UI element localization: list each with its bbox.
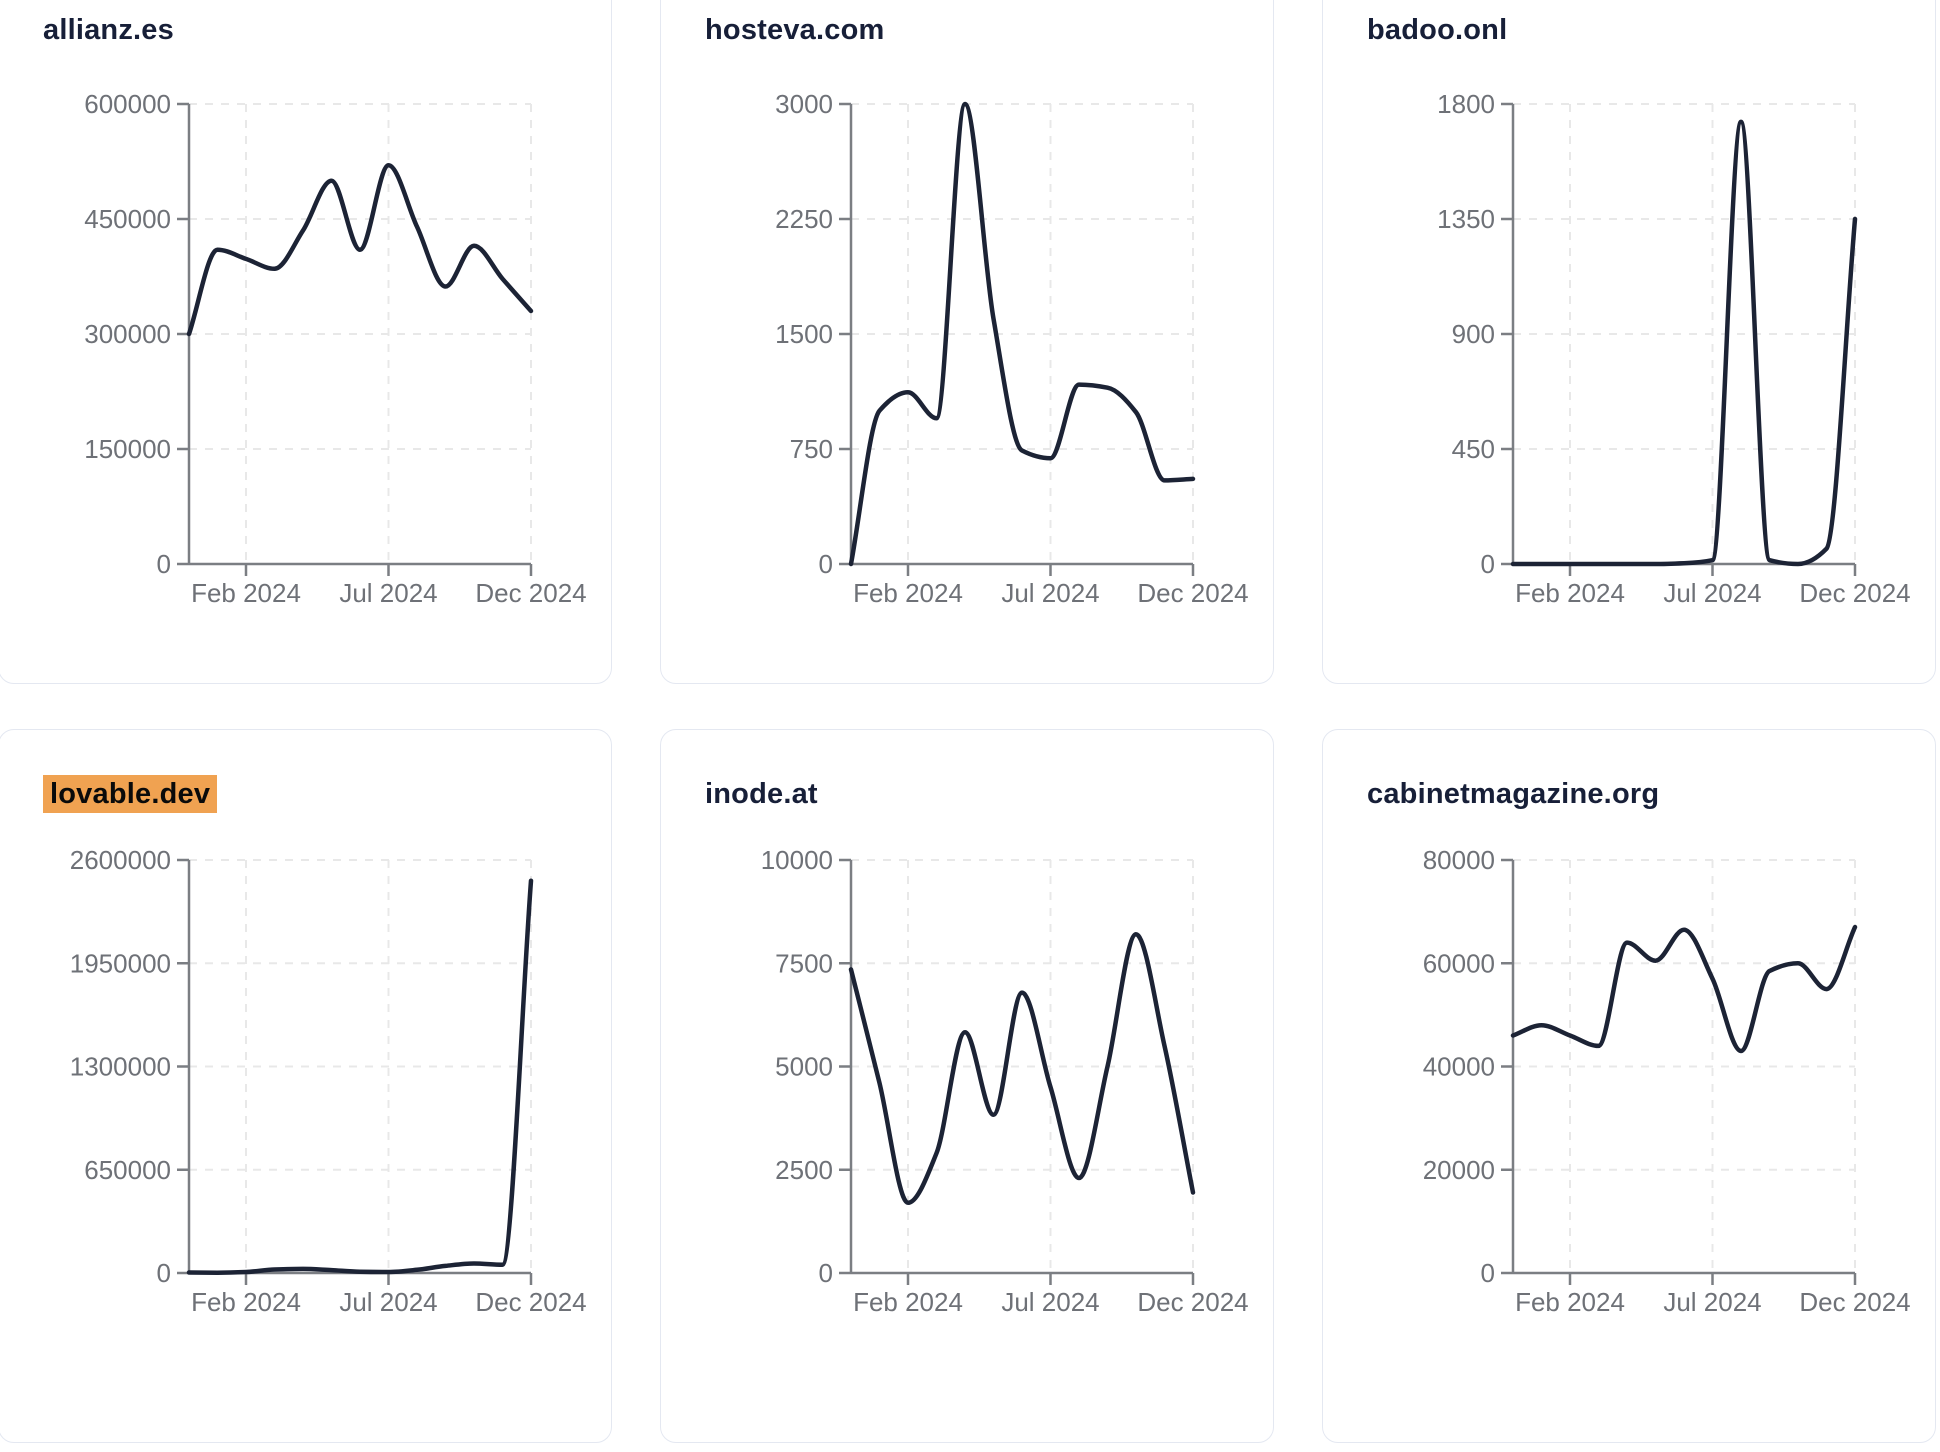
x-tick-label: Jul 2024 <box>339 578 437 608</box>
y-tick-label: 2500 <box>775 1155 833 1185</box>
y-tick-label: 1500 <box>775 319 833 349</box>
y-tick-label: 1950000 <box>70 948 171 978</box>
y-tick-label: 300000 <box>84 319 171 349</box>
y-tick-label: 750 <box>790 434 833 464</box>
y-tick-label: 0 <box>819 1258 833 1288</box>
y-tick-label: 650000 <box>84 1155 171 1185</box>
x-tick-label: Feb 2024 <box>191 1287 301 1317</box>
domain-card-cabinetmagazine: cabinetmagazine.org 80000 60000 40000 20000… <box>1322 729 1936 1443</box>
x-tick-label: Feb 2024 <box>853 1287 963 1317</box>
y-tick-label: 0 <box>1481 549 1495 579</box>
x-tick-label: Dec 2024 <box>475 1287 586 1317</box>
series-line <box>1510 119 1858 567</box>
x-tick-label: Feb 2024 <box>853 578 963 608</box>
chart-canvas: 2600000 1950000 1300000 650000 0 Feb 2024 Jul … <box>70 845 587 1317</box>
x-tick-label: Dec 2024 <box>1137 1287 1248 1317</box>
y-tick-label: 1800 <box>1437 89 1495 119</box>
x-tick-label: Feb 2024 <box>191 578 301 608</box>
chart-title-text: allianz.es <box>43 14 174 46</box>
y-tick-label: 900 <box>1452 319 1495 349</box>
x-tick-label: Jul 2024 <box>1001 578 1099 608</box>
x-tick-label: Dec 2024 <box>1799 578 1910 608</box>
y-tick-label: 60000 <box>1423 948 1495 978</box>
traffic-line-chart: 3000 2250 1500 750 0 Feb 2024 Jul 2024 Dec 2024 <box>661 0 1273 683</box>
chart-title-text: badoo.onl <box>1367 14 1508 46</box>
y-tick-label: 7500 <box>775 948 833 978</box>
traffic-line-chart: 80000 60000 40000 20000 0 Feb 2024 Jul 2024 Dec… <box>1323 730 1935 1442</box>
traffic-line-chart: 2600000 1950000 1300000 650000 0 Feb 2024 Jul … <box>0 730 611 1442</box>
y-tick-label: 600000 <box>84 89 171 119</box>
domain-card-allianz: allianz.es 600000 450000 300000 150000 0 Feb … <box>0 0 612 684</box>
chart-canvas: 80000 60000 40000 20000 0 Feb 2024 Jul 2024 Dec… <box>1423 845 1911 1317</box>
y-tick-label: 0 <box>157 1258 171 1288</box>
chart-canvas: 600000 450000 300000 150000 0 Feb 2024 Jul 202… <box>84 89 586 608</box>
domain-card-badoo: badoo.onl 1800 1350 900 450 0 Feb 2024 Jul 202… <box>1322 0 1936 684</box>
chart-title: lovable.dev <box>43 775 611 813</box>
traffic-line-chart: 1800 1350 900 450 0 Feb 2024 Jul 2024 Dec 2024 <box>1323 0 1935 683</box>
series-line <box>186 163 534 337</box>
series-line <box>186 878 534 1275</box>
y-tick-label: 2600000 <box>70 845 171 875</box>
series-line <box>1510 924 1858 1054</box>
x-tick-label: Jul 2024 <box>339 1287 437 1317</box>
y-tick-label: 150000 <box>84 434 171 464</box>
y-tick-label: 3000 <box>775 89 833 119</box>
series-line <box>848 932 1196 1206</box>
chart-title: badoo.onl <box>1367 14 1935 47</box>
x-tick-label: Jul 2024 <box>1663 578 1761 608</box>
x-tick-label: Feb 2024 <box>1515 1287 1625 1317</box>
domain-card-lovable: lovable.dev 2600000 1950000 1300000 650000 0… <box>0 729 612 1443</box>
y-tick-label: 1350 <box>1437 204 1495 234</box>
y-tick-label: 450000 <box>84 204 171 234</box>
chart-title-text: lovable.dev <box>43 775 218 813</box>
traffic-line-chart: 10000 7500 5000 2500 0 Feb 2024 Jul 2024 Dec 20… <box>661 730 1273 1442</box>
y-tick-label: 10000 <box>761 845 833 875</box>
domain-card-inode: inode.at 10000 7500 5000 2500 0 Feb 2024 Jul 2… <box>660 729 1274 1443</box>
x-tick-label: Jul 2024 <box>1663 1287 1761 1317</box>
chart-title: allianz.es <box>43 14 611 47</box>
traffic-line-chart: 600000 450000 300000 150000 0 Feb 2024 Jul 202… <box>0 0 611 683</box>
y-tick-label: 1300000 <box>70 1052 171 1082</box>
x-tick-label: Dec 2024 <box>475 578 586 608</box>
y-tick-label: 0 <box>819 549 833 579</box>
x-tick-label: Jul 2024 <box>1001 1287 1099 1317</box>
series-line <box>848 101 1196 567</box>
y-tick-label: 5000 <box>775 1052 833 1082</box>
chart-canvas: 1800 1350 900 450 0 Feb 2024 Jul 2024 Dec 2024 <box>1437 89 1911 608</box>
y-tick-label: 0 <box>1481 1258 1495 1288</box>
chart-title: cabinetmagazine.org <box>1367 778 1935 811</box>
chart-canvas: 3000 2250 1500 750 0 Feb 2024 Jul 2024 Dec 2024 <box>775 89 1249 608</box>
chart-canvas: 10000 7500 5000 2500 0 Feb 2024 Jul 2024 Dec 20… <box>761 845 1249 1317</box>
y-tick-label: 20000 <box>1423 1155 1495 1185</box>
y-tick-label: 0 <box>157 549 171 579</box>
y-tick-label: 2250 <box>775 204 833 234</box>
y-tick-label: 80000 <box>1423 845 1495 875</box>
chart-title: inode.at <box>705 778 1273 811</box>
x-tick-label: Dec 2024 <box>1137 578 1248 608</box>
x-tick-label: Dec 2024 <box>1799 1287 1910 1317</box>
y-tick-label: 40000 <box>1423 1052 1495 1082</box>
chart-title-text: hosteva.com <box>705 14 885 46</box>
chart-title-text: cabinetmagazine.org <box>1367 778 1660 810</box>
y-tick-label: 450 <box>1452 434 1495 464</box>
domain-card-hosteva: hosteva.com 3000 2250 1500 750 0 Feb 2024 Jul … <box>660 0 1274 684</box>
x-tick-label: Feb 2024 <box>1515 578 1625 608</box>
chart-title: hosteva.com <box>705 14 1273 47</box>
chart-title-text: inode.at <box>705 778 818 810</box>
